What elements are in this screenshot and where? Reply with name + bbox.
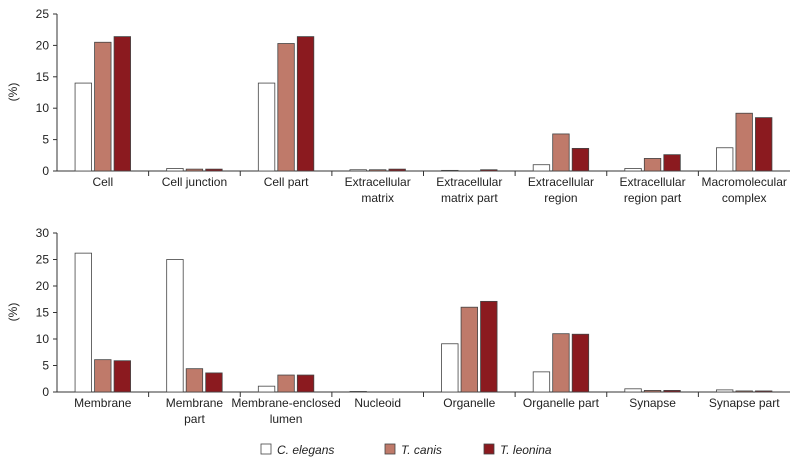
bar-c-elegans — [532, 164, 551, 172]
bar-t-leonina — [296, 36, 315, 172]
bar-t-leonina — [480, 300, 498, 393]
bar-c-elegans — [532, 371, 551, 393]
legend-swatch-c-elegans — [260, 443, 272, 455]
y-tick-label: 25 — [36, 7, 50, 21]
bar-t-leonina — [663, 390, 681, 393]
legend-label: T. leonina — [500, 443, 552, 457]
bar-t-canis — [643, 158, 662, 172]
y-tick-label: 15 — [36, 70, 50, 84]
category-label: Extracellular — [436, 175, 502, 189]
legend-label: T. canis — [401, 443, 442, 457]
bar-t-canis — [552, 333, 570, 393]
category-label: Cell junction — [162, 175, 227, 189]
bar-c-elegans — [716, 389, 734, 393]
y-tick-label: 10 — [36, 332, 50, 346]
y-tick-label: 5 — [42, 359, 49, 373]
category-label: matrix part — [441, 191, 498, 205]
category-label: Membrane — [74, 396, 132, 410]
category-label: Organelle — [443, 396, 495, 410]
bar-c-elegans — [166, 168, 184, 172]
bar-t-canis — [552, 133, 570, 172]
bar-t-canis — [369, 169, 387, 172]
y-tick-label: 20 — [36, 279, 50, 293]
category-label: region — [544, 191, 577, 205]
y-tick-label: 15 — [36, 306, 50, 320]
bar-c-elegans — [441, 343, 459, 393]
bar-c-elegans — [441, 169, 459, 172]
y-tick-label: 30 — [36, 226, 50, 240]
category-label: Cell — [92, 175, 113, 189]
bar-t-leonina — [296, 374, 315, 393]
legend-swatch-t-leonina — [483, 443, 495, 455]
bar-t-leonina — [755, 117, 773, 172]
bar-t-canis — [94, 41, 112, 172]
bar-t-leonina — [205, 168, 223, 172]
category-label: Membrane — [166, 396, 224, 410]
category-label: Membrane-enclosed — [231, 396, 340, 410]
bar-t-leonina — [571, 333, 590, 393]
bar-c-elegans — [624, 168, 642, 172]
bar-t-canis — [185, 368, 204, 393]
y-axis-label: (%) — [6, 303, 20, 322]
bar-c-elegans — [74, 82, 92, 172]
bar-c-elegans — [257, 82, 276, 172]
category-label: Extracellular — [620, 175, 686, 189]
category-label: Nucleoid — [354, 396, 401, 410]
bar-c-elegans — [349, 391, 367, 393]
bar-t-leonina — [205, 372, 223, 393]
category-label: part — [184, 412, 205, 426]
bar-t-leonina — [388, 168, 406, 172]
y-axis-label: (%) — [6, 83, 20, 102]
top-panel: 0 5 10 15 20 25 (%) Cell Cell junction Cell part E… — [6, 7, 790, 205]
category-label: Extracellular — [528, 175, 594, 189]
y-tick-label: 0 — [42, 385, 49, 399]
category-label: Cell part — [264, 175, 309, 189]
bar-c-elegans — [74, 252, 92, 393]
y-tick-label: 0 — [42, 164, 49, 178]
bar-t-canis — [643, 390, 662, 393]
bar-t-leonina — [571, 147, 590, 172]
legend-label: C. elegans — [277, 443, 334, 457]
bar-c-elegans — [257, 385, 276, 393]
category-label: region part — [624, 191, 682, 205]
bar-t-canis — [185, 168, 204, 172]
bar-t-leonina — [755, 390, 773, 393]
bar-t-canis — [94, 359, 112, 393]
bar-c-elegans — [624, 388, 642, 393]
category-label: Synapse part — [709, 396, 780, 410]
bar-t-canis — [735, 112, 753, 172]
bar-c-elegans — [716, 147, 734, 172]
bar-t-canis — [460, 306, 478, 393]
category-label: Extracellular — [345, 175, 411, 189]
y-tick-label: 25 — [36, 253, 50, 267]
legend-swatch-t-canis — [384, 443, 396, 455]
bar-t-leonina — [113, 36, 131, 172]
category-label: Synapse — [629, 396, 676, 410]
category-label: lumen — [270, 412, 303, 426]
bar-t-canis — [277, 374, 295, 393]
category-label: Macromolecular — [702, 175, 787, 189]
y-tick-label: 20 — [36, 38, 50, 52]
y-tick-label: 5 — [42, 133, 49, 147]
category-label: Organelle part — [523, 396, 600, 410]
legend: C. elegans T. canis T. leonina — [260, 443, 552, 457]
bar-t-leonina — [663, 154, 681, 172]
bar-t-canis — [277, 43, 295, 172]
category-label: complex — [722, 191, 767, 205]
y-tick-label: 10 — [36, 101, 50, 115]
category-label: matrix — [361, 191, 394, 205]
bottom-panel: 0 5 10 15 20 25 30 (%) Membrane Membrane part Membr… — [6, 226, 790, 426]
bar-t-leonina — [113, 360, 131, 393]
bar-c-elegans — [349, 169, 367, 172]
bar-t-leonina — [480, 169, 498, 172]
bar-t-canis — [735, 390, 753, 393]
bar-c-elegans — [166, 259, 184, 393]
